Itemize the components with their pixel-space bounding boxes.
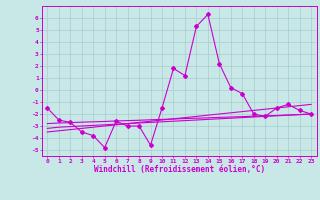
X-axis label: Windchill (Refroidissement éolien,°C): Windchill (Refroidissement éolien,°C) [94, 165, 265, 174]
